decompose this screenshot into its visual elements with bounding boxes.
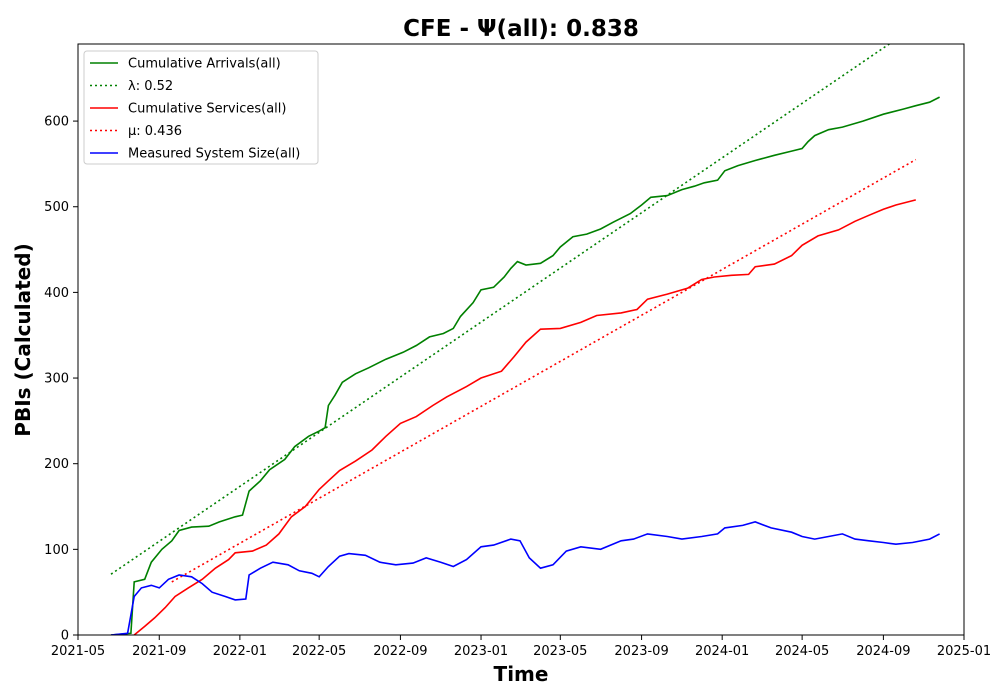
x-tick-label: 2022-09 xyxy=(373,644,427,659)
x-tick-label: 2021-05 xyxy=(51,644,105,659)
x-tick-label: 2024-09 xyxy=(856,644,910,659)
y-tick-label: 300 xyxy=(44,372,69,387)
x-axis-title: Time xyxy=(494,662,549,686)
y-tick-label: 200 xyxy=(44,457,69,472)
x-tick-label: 2023-01 xyxy=(454,644,508,659)
legend-label: μ: 0.436 xyxy=(128,124,182,139)
x-tick-label: 2023-09 xyxy=(614,644,668,659)
series-line-1 xyxy=(110,44,891,575)
series-line-4 xyxy=(110,521,940,635)
legend-label: Measured System Size(all) xyxy=(128,147,300,162)
series-line-3 xyxy=(171,158,917,583)
legend: Cumulative Arrivals(all) λ: 0.52 Cumulativ… xyxy=(83,50,319,165)
y-tick-label: 0 xyxy=(61,629,69,644)
chart-title: CFE - Ψ(all): 0.838 xyxy=(403,16,639,42)
y-tick-label: 500 xyxy=(44,200,69,215)
series-line-0 xyxy=(110,96,940,635)
legend-label: λ: 0.52 xyxy=(128,79,173,94)
x-tick-label: 2023-05 xyxy=(533,644,587,659)
plot-area: 2021-05 2021-09 2022-01 2022-05 2022-09 2023-… xyxy=(44,43,991,659)
legend-box xyxy=(83,50,319,165)
y-tick-label: 100 xyxy=(44,543,69,558)
x-tick-label: 2022-05 xyxy=(292,644,346,659)
x-tick-label: 2024-05 xyxy=(775,644,829,659)
legend-label: Cumulative Arrivals(all) xyxy=(128,57,281,72)
x-tick-label: 2024-01 xyxy=(695,644,749,659)
y-tick-label: 600 xyxy=(44,115,69,130)
y-axis-title: PBIs (Calculated) xyxy=(11,243,35,436)
y-tick-label: 400 xyxy=(44,286,69,301)
x-tick-label: 2021-09 xyxy=(132,644,186,659)
x-tick-label: 2022-01 xyxy=(213,644,267,659)
plot-frame xyxy=(77,43,965,636)
legend-label: Cumulative Services(all) xyxy=(128,102,286,117)
series-line-2 xyxy=(133,199,916,635)
x-tick-label: 2025-01 xyxy=(937,644,991,659)
